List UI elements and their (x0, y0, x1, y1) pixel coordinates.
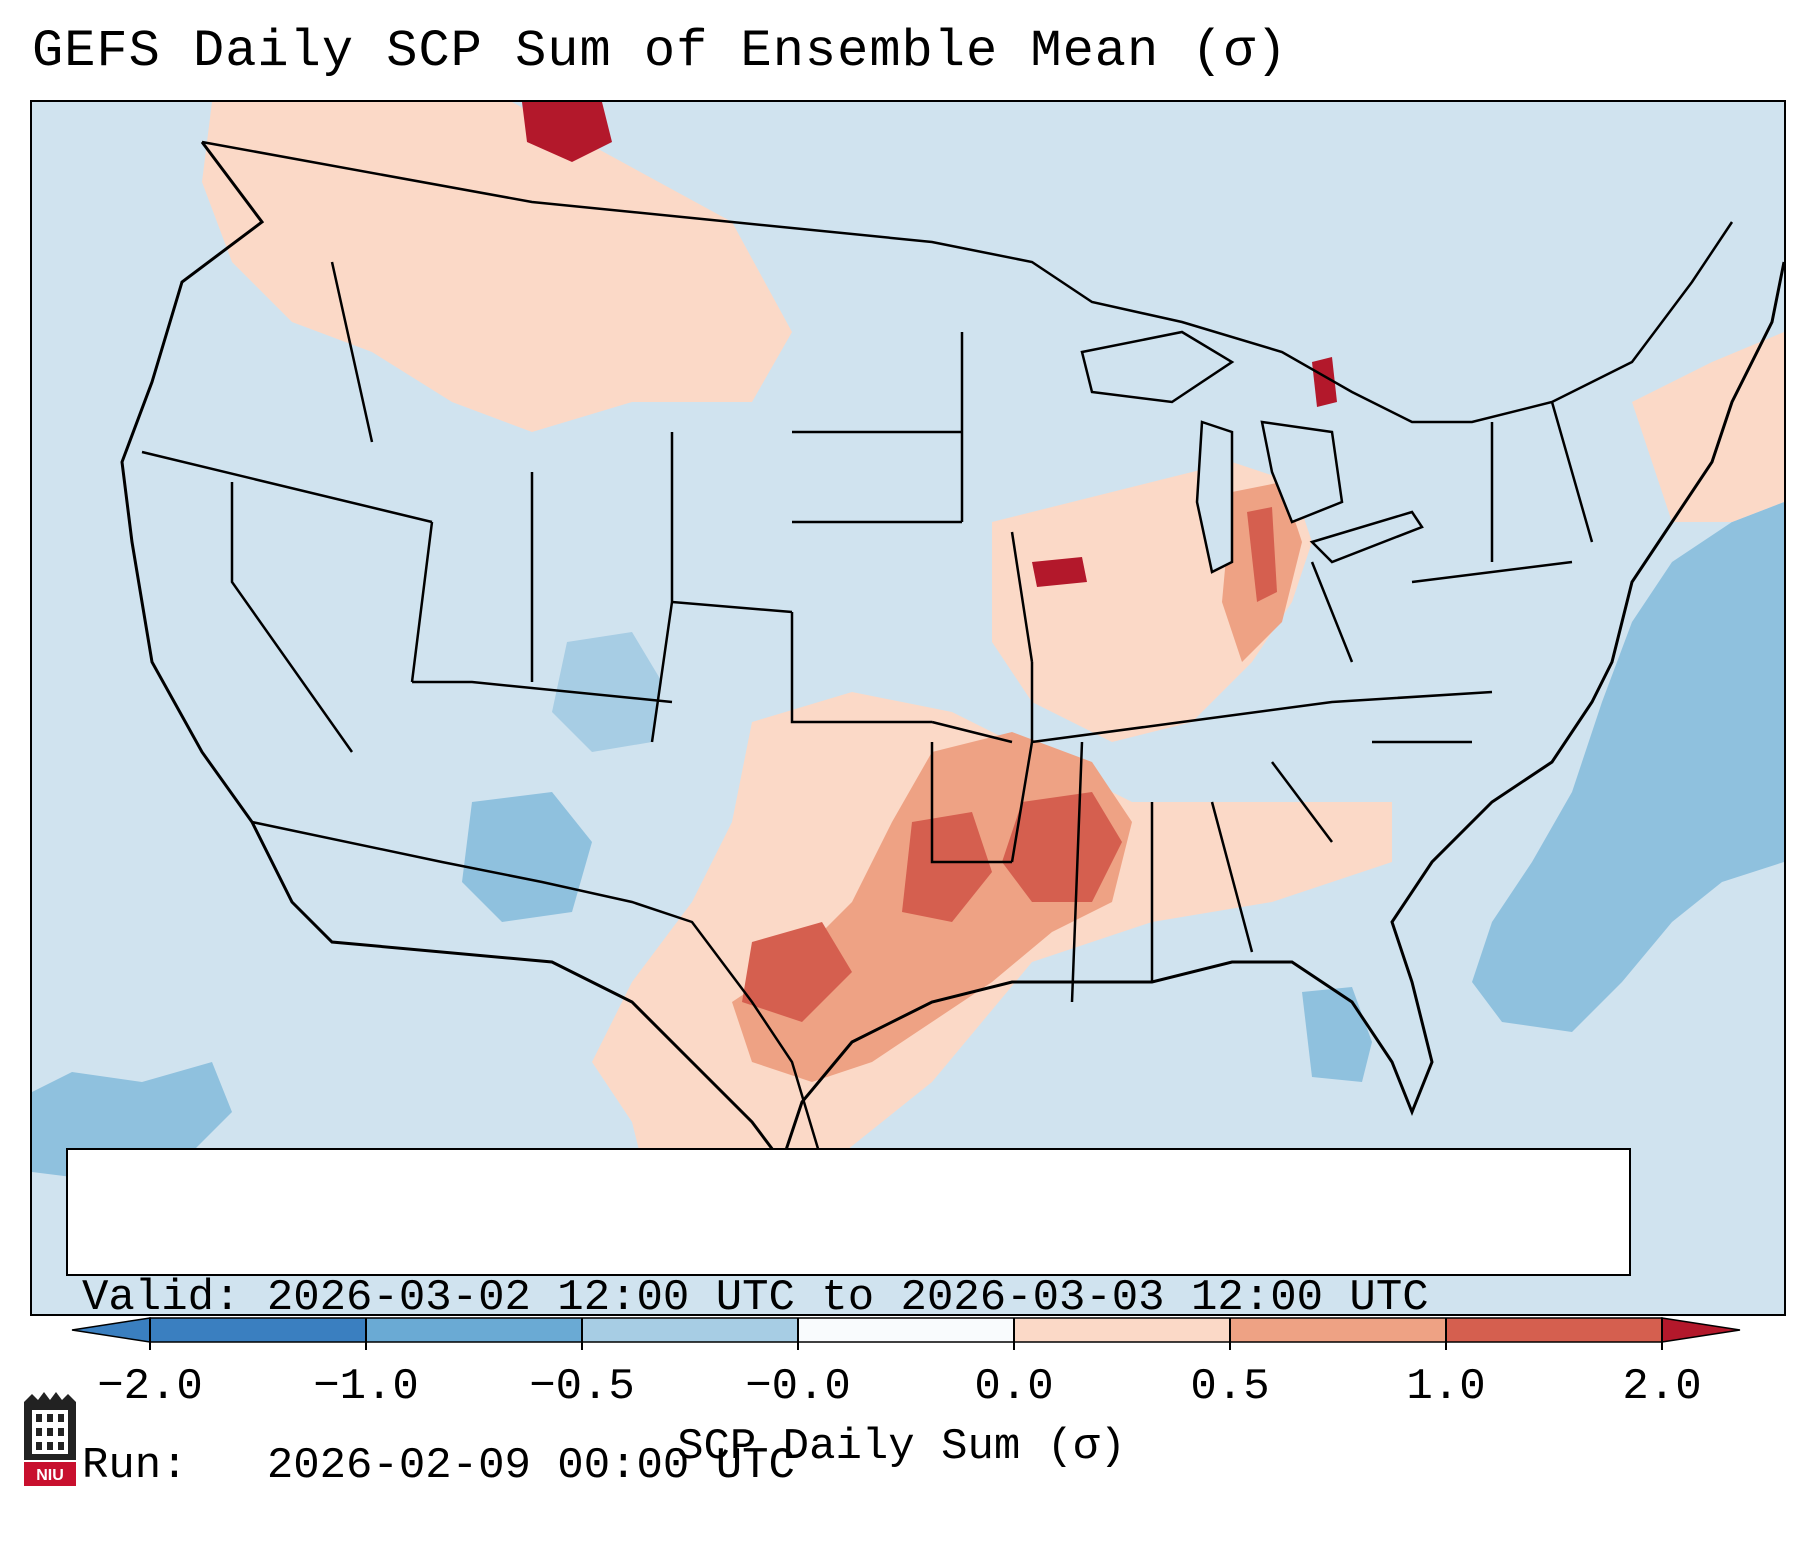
colorbar-tick-label: −0.0 (745, 1362, 851, 1412)
colorbar-label: SCP Daily Sum (σ) (677, 1422, 1126, 1472)
lake-michigan (1195, 420, 1234, 574)
anomaly-gulf-negative (1302, 987, 1372, 1082)
colorbar-tick-label: 0.0 (974, 1362, 1054, 1412)
colorbar-bin-7 (1446, 1318, 1662, 1342)
anomaly-ontario-extreme (1312, 357, 1337, 407)
run-line: Run: 2026-02-09 00:00 UTC (82, 1438, 1615, 1494)
anomaly-colorado-negative (552, 632, 662, 752)
colorbar-bin-2 (366, 1318, 582, 1342)
valid-time-range: 2026-03-02 12:00 UTC to 2026-03-03 12:00… (266, 1273, 1429, 1323)
anomaly-northeast-light (1632, 332, 1784, 522)
colorbar-tick-label: 1.0 (1406, 1362, 1486, 1412)
colorbar-tick-label: 2.0 (1622, 1362, 1702, 1412)
run-label: Run: (82, 1441, 188, 1491)
colorbar-extend-high (1661, 1317, 1741, 1343)
colorbar-bin-1 (150, 1318, 366, 1342)
colorbar-tick-label: 0.5 (1190, 1362, 1270, 1412)
niu-logo: NIU (24, 1392, 76, 1486)
anomaly-montana-extreme (522, 102, 612, 162)
canada-border (201, 140, 1734, 424)
map-panel (30, 100, 1786, 1316)
colorbar-extend-low (71, 1317, 151, 1343)
valid-label: Valid: (82, 1273, 241, 1323)
colorbar-bin-3 (582, 1318, 798, 1342)
colorbar-tick-label: −1.0 (313, 1362, 419, 1412)
anomaly-michigan-strong (1247, 507, 1277, 602)
colorbar-bin-5 (1014, 1318, 1230, 1342)
anomaly-atlantic-negative (1472, 502, 1784, 1032)
mexico-border (251, 820, 824, 1163)
colorbar-bin-6 (1230, 1318, 1446, 1342)
colorbar-tick-label: −2.0 (97, 1362, 203, 1412)
run-time: 2026-02-09 00:00 UTC (266, 1441, 795, 1491)
colorbar-tick-marks (149, 1318, 1663, 1350)
anomaly-arkansas-strong (1002, 792, 1122, 902)
svg-text:NIU: NIU (36, 1467, 64, 1484)
map-canvas (32, 102, 1784, 1242)
validity-info-box: Valid: 2026-03-02 12:00 UTC to 2026-03-0… (66, 1148, 1631, 1491)
anomaly-oklahoma-strong (902, 812, 992, 922)
colorbar-tick-label: −0.5 (529, 1362, 635, 1412)
lake-erie (1309, 510, 1424, 564)
lake-huron (1260, 420, 1344, 524)
anomaly-texas-strong (742, 922, 852, 1022)
colorbar-bin-4 (798, 1318, 1014, 1342)
us-outline (120, 141, 1784, 1166)
anomaly-arizona-negative (462, 792, 592, 922)
anomaly-northwest-light (202, 102, 792, 432)
valid-line: Valid: 2026-03-02 12:00 UTC to 2026-03-0… (82, 1270, 1615, 1326)
state-lines (141, 261, 1594, 1003)
chart-title: GEFS Daily SCP Sum of Ensemble Mean (σ) (32, 22, 1288, 81)
colorbar (71, 1317, 1741, 1350)
lake-superior (1080, 330, 1235, 404)
anomaly-iowa-extreme (1032, 557, 1087, 587)
